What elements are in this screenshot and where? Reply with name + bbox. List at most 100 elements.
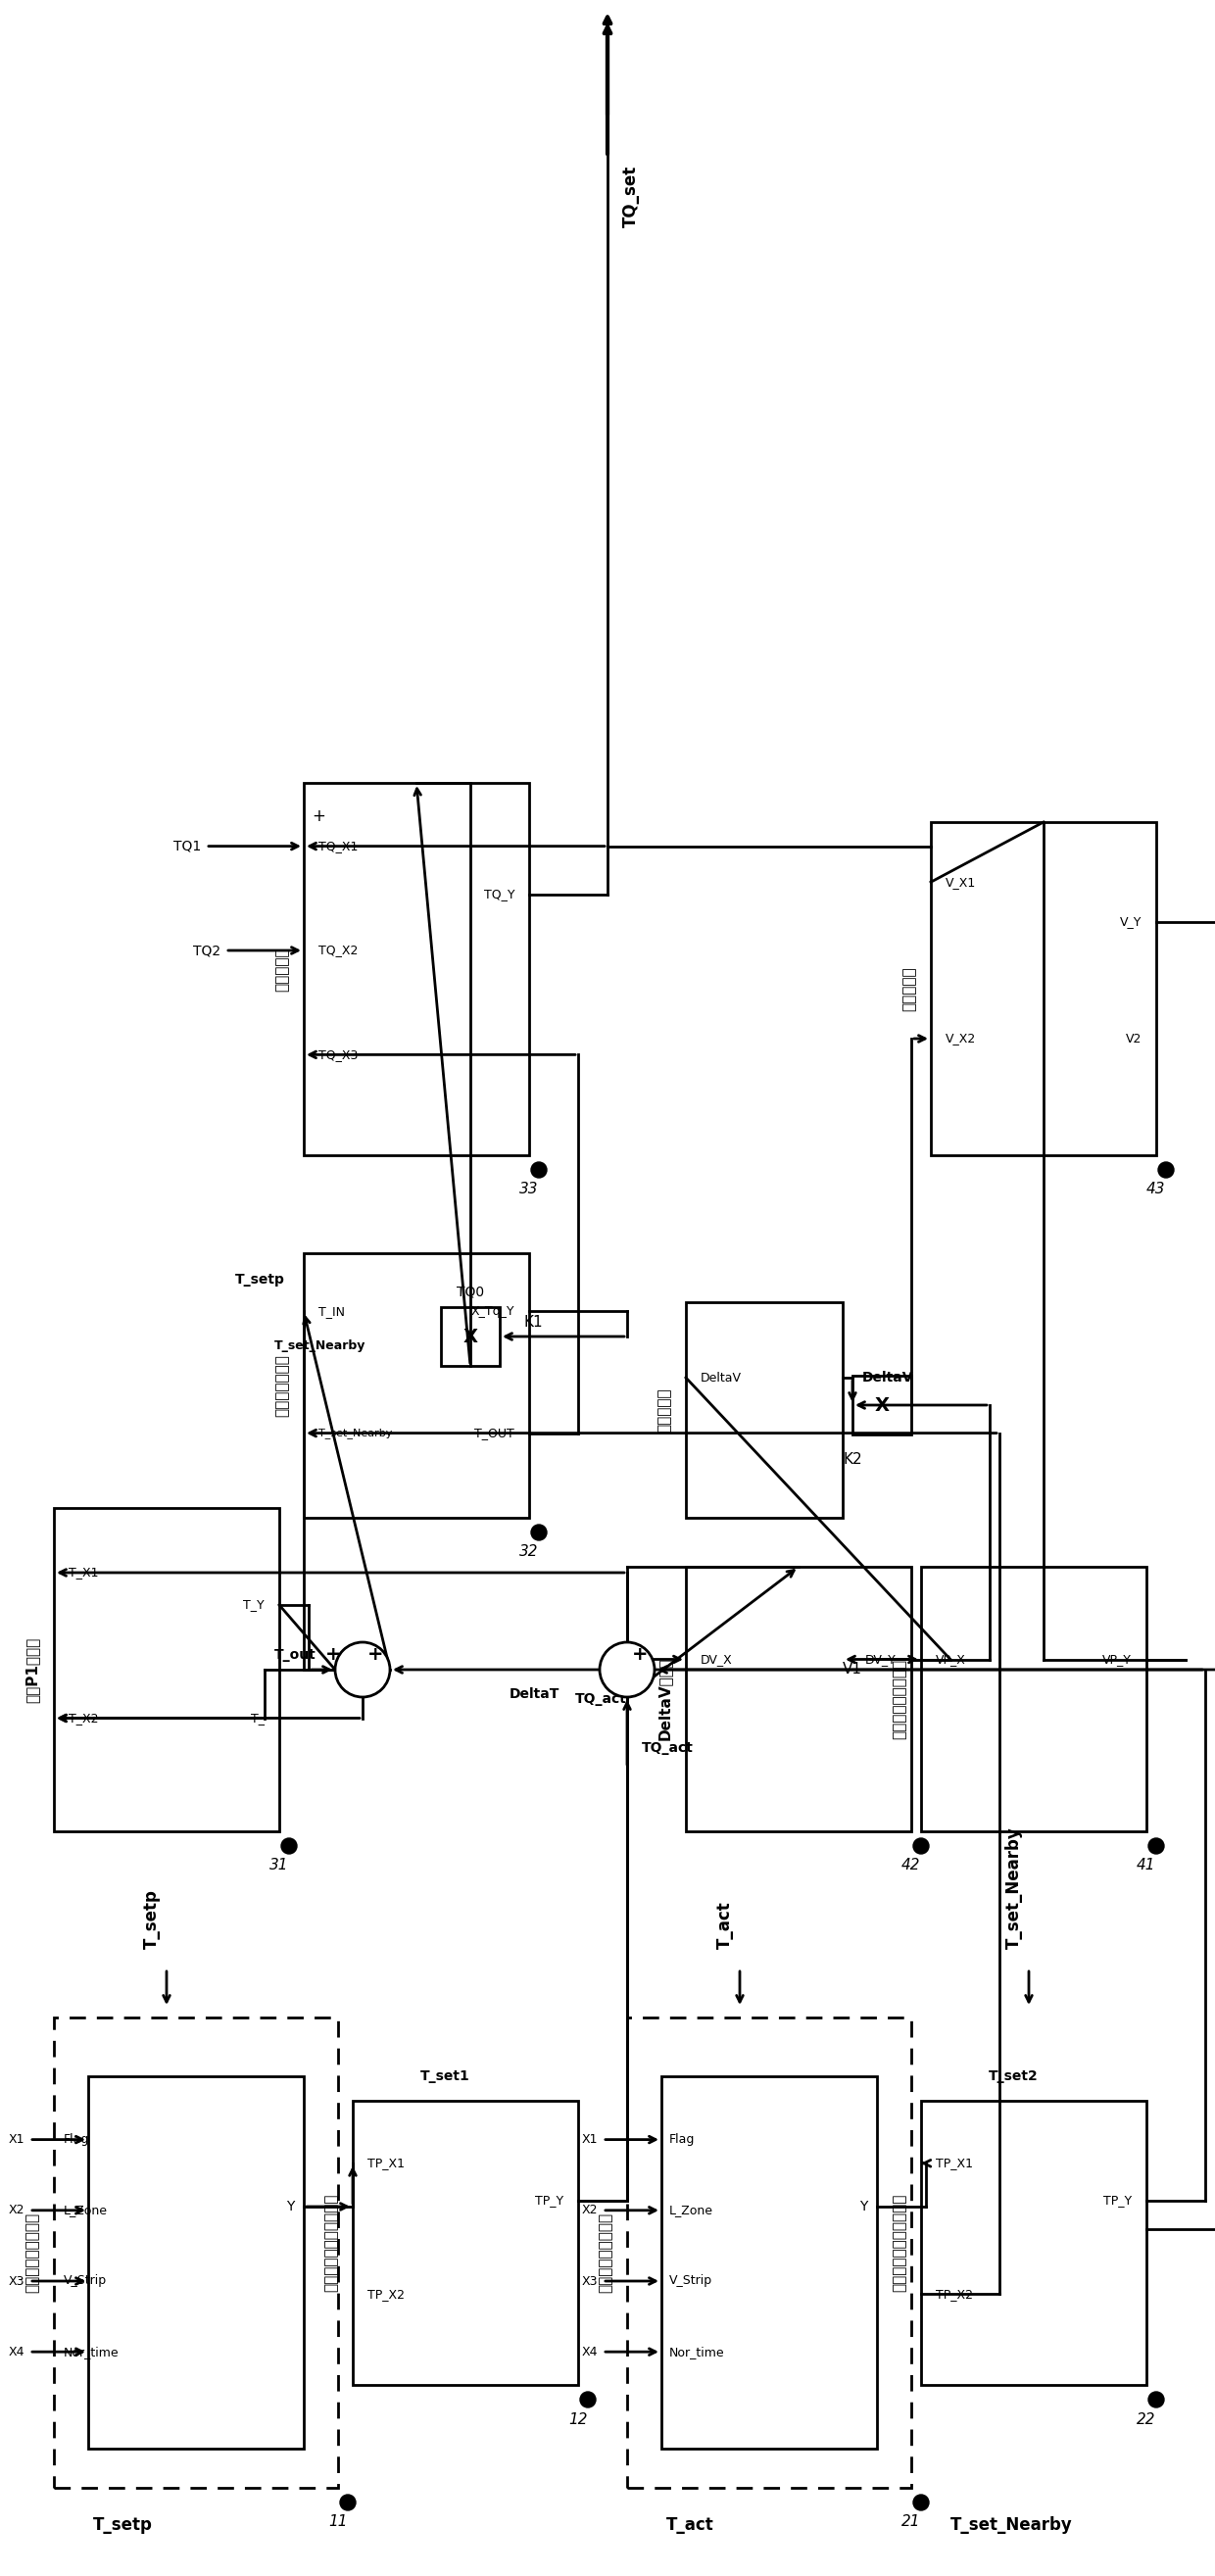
Text: X3: X3 [9, 2275, 24, 2287]
Text: 速度设定斜坡发生器: 速度设定斜坡发生器 [892, 1659, 906, 1739]
Text: DeltaV: DeltaV [701, 1370, 741, 1383]
Text: TQ_set: TQ_set [622, 165, 640, 227]
Text: TQ_act: TQ_act [642, 1741, 694, 1754]
Text: 33: 33 [519, 1182, 538, 1198]
Text: T_set_Nearby: T_set_Nearby [318, 1427, 392, 1437]
Text: 11: 11 [328, 2514, 347, 2530]
Bar [661, 2076, 877, 2450]
Text: TQ1: TQ1 [174, 840, 200, 853]
Text: V_Y: V_Y [1119, 914, 1142, 927]
Text: X4: X4 [9, 2344, 24, 2357]
Text: DV_Y: DV_Y [865, 1654, 897, 1667]
Text: T_Y: T_Y [243, 1600, 265, 1613]
Text: X1: X1 [582, 2133, 598, 2146]
Text: V2: V2 [1125, 1033, 1142, 1046]
Text: TP_X2: TP_X2 [936, 2287, 973, 2300]
Text: V_X2: V_X2 [945, 1033, 976, 1046]
Text: +: + [632, 1646, 648, 1664]
Text: TP_X1: TP_X1 [367, 2156, 405, 2169]
Text: TQ_X3: TQ_X3 [318, 1048, 358, 1061]
Text: 31: 31 [270, 1857, 289, 1873]
Text: 张力P1调节器: 张力P1调节器 [26, 1636, 40, 1703]
Text: T_act: T_act [717, 1901, 734, 1950]
Text: X2: X2 [582, 2205, 598, 2218]
Circle shape [340, 2494, 356, 2512]
Text: +: + [326, 1646, 341, 1664]
Bar [53, 1507, 279, 1832]
Text: X_Tq_Y: X_Tq_Y [471, 1306, 514, 1319]
Text: +: + [367, 1646, 384, 1664]
Text: 21: 21 [902, 2514, 921, 2530]
Text: T_setp: T_setp [143, 1888, 160, 1950]
Text: Y: Y [859, 2200, 868, 2213]
Text: DeltaT: DeltaT [509, 1687, 560, 1700]
Circle shape [1148, 2391, 1164, 2409]
Text: V_Strip: V_Strip [669, 2275, 712, 2287]
Text: TQ2: TQ2 [193, 943, 220, 958]
Text: DV_X: DV_X [701, 1654, 733, 1667]
Text: 32: 32 [519, 1546, 538, 1558]
Text: 第二斜坡时间发生器: 第二斜坡时间发生器 [598, 2213, 612, 2293]
Text: T_set_Nearby: T_set_Nearby [275, 1340, 366, 1352]
Bar [686, 1303, 843, 1517]
Text: V_Strip: V_Strip [63, 2275, 107, 2287]
Circle shape [281, 1839, 296, 1855]
Text: Nor_time: Nor_time [669, 2344, 724, 2357]
Text: +: + [311, 809, 326, 824]
Text: TP_Y: TP_Y [535, 2195, 564, 2208]
Text: X: X [463, 1327, 477, 1345]
Circle shape [1158, 1162, 1174, 1177]
Circle shape [1148, 1839, 1164, 1855]
Text: TQ_X2: TQ_X2 [318, 943, 358, 956]
Text: TP_X1: TP_X1 [936, 2156, 973, 2169]
Text: V_X1: V_X1 [945, 876, 976, 889]
Text: X4: X4 [582, 2344, 598, 2357]
Text: DeltaV控制器: DeltaV控制器 [657, 1656, 672, 1741]
Text: T_X1: T_X1 [68, 1566, 98, 1579]
Text: T_out: T_out [275, 1649, 316, 1662]
Text: Flag: Flag [63, 2133, 90, 2146]
Circle shape [531, 1525, 547, 1540]
Bar [352, 2102, 578, 2385]
Text: 转矩加法器: 转矩加法器 [275, 948, 289, 992]
Text: 42: 42 [902, 1857, 921, 1873]
Text: K2: K2 [843, 1453, 861, 1466]
Text: T_: T_ [250, 1713, 265, 1723]
Text: 43: 43 [1147, 1182, 1165, 1198]
Text: TQ_X1: TQ_X1 [318, 840, 358, 853]
Text: T_IN: T_IN [318, 1306, 345, 1319]
Text: 12: 12 [569, 2411, 587, 2427]
Bar [304, 783, 529, 1154]
Text: DeltaV: DeltaV [863, 1370, 914, 1383]
Text: 第一斜坡时间发生器: 第一斜坡时间发生器 [26, 2213, 40, 2293]
Circle shape [600, 1643, 655, 1698]
Text: X2: X2 [9, 2205, 24, 2218]
Text: 负荷平衡控制器: 负荷平衡控制器 [275, 1355, 289, 1417]
Text: T_setp: T_setp [94, 2517, 153, 2535]
Text: 第一张力设定斜坡发生器: 第一张力设定斜坡发生器 [324, 2195, 339, 2293]
Bar [686, 1566, 911, 1832]
Text: TQ_Y: TQ_Y [484, 889, 514, 902]
Bar [304, 1252, 529, 1517]
Text: X: X [875, 1396, 889, 1414]
Bar [921, 2102, 1147, 2385]
Bar [853, 1376, 911, 1435]
Text: 符号控制器: 符号控制器 [657, 1388, 672, 1432]
Text: Y: Y [286, 2200, 294, 2213]
Text: K1: K1 [524, 1314, 543, 1329]
Text: VP_X: VP_X [936, 1654, 966, 1667]
Text: Flag: Flag [669, 2133, 695, 2146]
Bar [921, 1566, 1147, 1832]
Text: T_setp: T_setp [236, 1273, 286, 1285]
Text: T_set_Nearby: T_set_Nearby [950, 2517, 1073, 2535]
Text: 22: 22 [1136, 2411, 1155, 2427]
Text: T_set1: T_set1 [420, 2069, 470, 2084]
Circle shape [914, 2494, 929, 2512]
Text: 速度合成器: 速度合成器 [902, 966, 916, 1010]
Text: T_OUT: T_OUT [475, 1427, 514, 1440]
Circle shape [531, 1162, 547, 1177]
Text: TP_X2: TP_X2 [367, 2287, 405, 2300]
Text: TQ0: TQ0 [457, 1285, 484, 1298]
Bar [53, 2017, 338, 2488]
Text: T_X2: T_X2 [68, 1713, 98, 1723]
